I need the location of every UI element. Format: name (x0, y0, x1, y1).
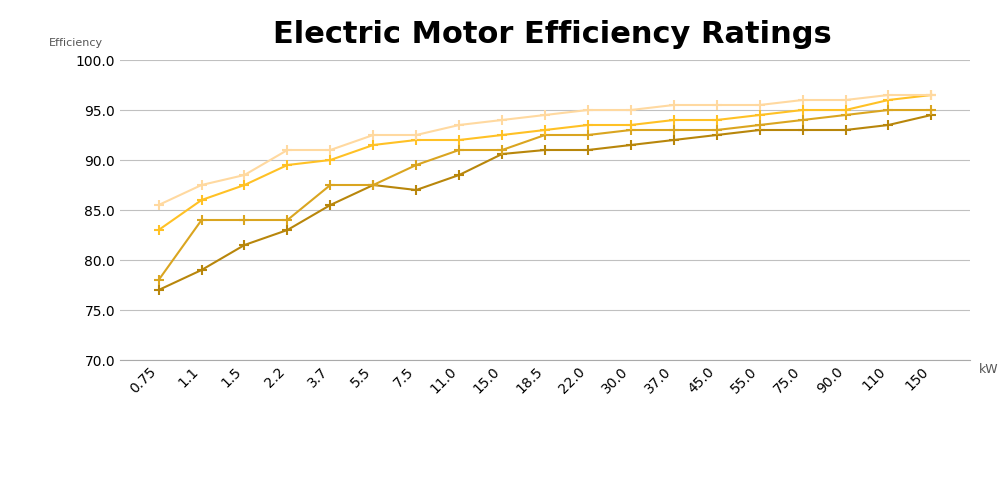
IE3 (711, 117, 723, 123)
IE4 (238, 172, 250, 178)
IE1 (410, 187, 422, 193)
IE4 (797, 97, 809, 103)
IE4 (754, 102, 766, 108)
IE3 (410, 137, 422, 143)
IE1 (453, 172, 465, 178)
IE2 (625, 127, 637, 133)
IE1 (153, 287, 165, 293)
IE1 (925, 112, 937, 118)
IE3 (324, 157, 336, 163)
IE4 (582, 107, 594, 113)
IE4 (625, 107, 637, 113)
IE1 (196, 267, 208, 273)
IE4 (925, 92, 937, 98)
Text: kW: kW (978, 363, 998, 376)
IE2 (367, 182, 379, 188)
IE3 (797, 107, 809, 113)
Legend: IE1, IE2, IE3, IE4: IE1, IE2, IE3, IE4 (360, 494, 730, 500)
IE2 (582, 132, 594, 138)
IE3 (196, 197, 208, 203)
IE2 (324, 182, 336, 188)
Text: Electric Motor Efficiency Ratings: Electric Motor Efficiency Ratings (273, 20, 832, 50)
IE1 (754, 127, 766, 133)
IE2 (281, 217, 293, 223)
IE4 (410, 132, 422, 138)
IE4 (281, 147, 293, 153)
IE2 (196, 217, 208, 223)
IE2 (410, 162, 422, 168)
IE4 (882, 92, 894, 98)
IE4 (668, 102, 680, 108)
IE4 (324, 147, 336, 153)
Line: IE1: IE1 (154, 110, 936, 295)
IE1 (797, 127, 809, 133)
IE1 (496, 151, 508, 157)
IE1 (582, 147, 594, 153)
IE4 (453, 122, 465, 128)
IE3 (840, 107, 852, 113)
IE1 (238, 242, 250, 248)
IE1 (711, 132, 723, 138)
IE2 (153, 277, 165, 283)
IE3 (496, 132, 508, 138)
IE4 (196, 182, 208, 188)
IE3 (625, 122, 637, 128)
IE3 (582, 122, 594, 128)
IE3 (367, 142, 379, 148)
IE2 (754, 122, 766, 128)
IE2 (238, 217, 250, 223)
IE1 (625, 142, 637, 148)
IE1 (281, 227, 293, 233)
Line: IE2: IE2 (154, 105, 936, 285)
IE2 (882, 107, 894, 113)
IE3 (754, 112, 766, 118)
IE1 (840, 127, 852, 133)
IE2 (711, 127, 723, 133)
IE3 (153, 227, 165, 233)
IE1 (324, 202, 336, 208)
IE3 (281, 162, 293, 168)
IE4 (840, 97, 852, 103)
IE3 (539, 127, 551, 133)
IE4 (496, 117, 508, 123)
IE3 (238, 182, 250, 188)
IE2 (453, 147, 465, 153)
IE1 (668, 137, 680, 143)
Line: IE4: IE4 (154, 90, 936, 210)
IE2 (840, 112, 852, 118)
Line: IE3: IE3 (154, 90, 936, 235)
IE2 (539, 132, 551, 138)
IE2 (496, 147, 508, 153)
IE2 (925, 107, 937, 113)
IE3 (882, 97, 894, 103)
IE2 (668, 127, 680, 133)
IE4 (539, 112, 551, 118)
IE3 (925, 92, 937, 98)
Text: Efficiency: Efficiency (49, 38, 103, 48)
IE4 (367, 132, 379, 138)
IE1 (539, 147, 551, 153)
IE4 (153, 202, 165, 208)
IE2 (797, 117, 809, 123)
IE1 (882, 122, 894, 128)
IE3 (453, 137, 465, 143)
IE1 (367, 182, 379, 188)
IE3 (668, 117, 680, 123)
IE4 (711, 102, 723, 108)
